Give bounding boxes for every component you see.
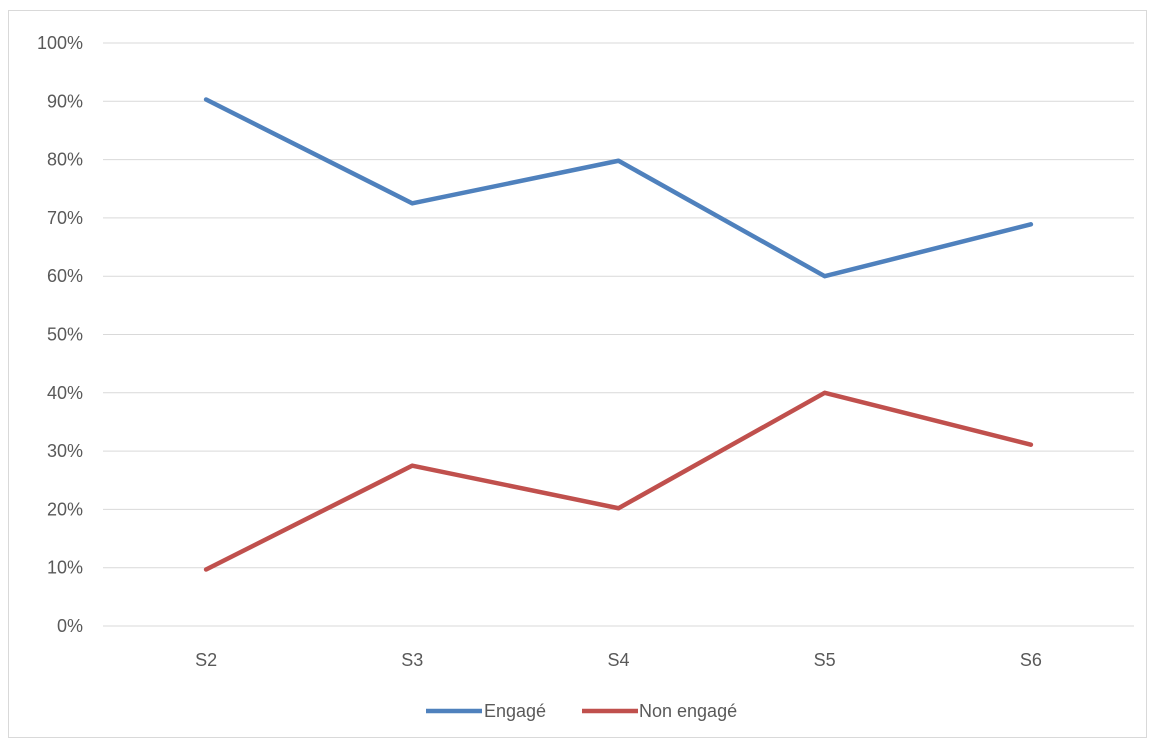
series-line-0 <box>203 97 1034 279</box>
x-tick-label: S6 <box>1020 650 1042 670</box>
legend: Engagé Non engagé <box>426 701 737 721</box>
legend-label: Engagé <box>484 701 546 721</box>
series-lines <box>203 97 1034 572</box>
x-tick-label: S4 <box>607 650 629 670</box>
legend-label: Non engagé <box>639 701 737 721</box>
y-tick-label: 40% <box>47 383 83 403</box>
y-tick-label: 0% <box>57 616 83 636</box>
y-tick-label: 50% <box>47 325 83 345</box>
y-axis-tick-labels: 0% 10% 20% 30% 40% 50% 60% 70% 80% 90% 100% <box>37 33 83 636</box>
y-tick-label: 60% <box>47 266 83 286</box>
gridlines <box>103 42 1134 627</box>
y-tick-label: 10% <box>47 558 83 578</box>
y-tick-label: 70% <box>47 208 83 228</box>
y-tick-label: 100% <box>37 33 83 53</box>
y-tick-label: 80% <box>47 150 83 170</box>
x-tick-label: S5 <box>814 650 836 670</box>
x-tick-label: S3 <box>401 650 423 670</box>
x-axis-tick-labels: S2 S3 S4 S5 S6 <box>195 650 1042 670</box>
chart-area <box>8 10 1147 738</box>
y-tick-label: 90% <box>47 91 83 111</box>
x-tick-label: S2 <box>195 650 217 670</box>
y-tick-label: 20% <box>47 499 83 519</box>
series-line-1 <box>203 390 1034 572</box>
y-tick-label: 30% <box>47 441 83 461</box>
